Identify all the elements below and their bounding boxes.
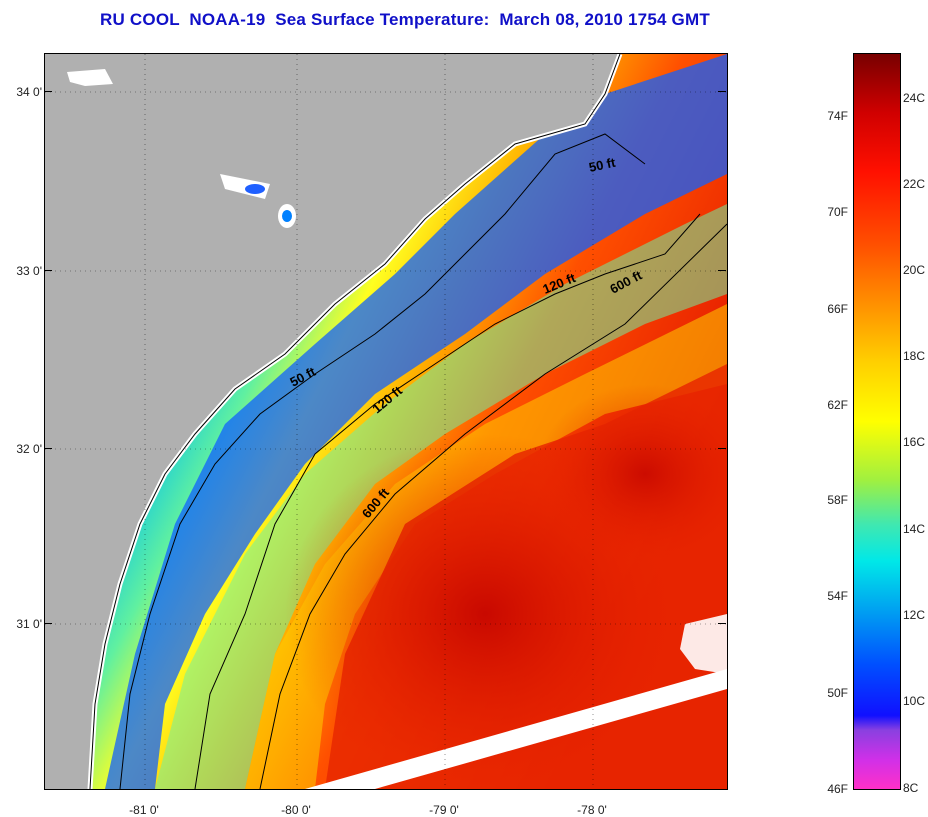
lake-moultrie-water <box>282 210 292 222</box>
lat-label-34: 34 0' <box>16 85 42 99</box>
colorbar-c-18: 18C <box>903 349 926 363</box>
land-mass <box>45 54 620 789</box>
colorbar-f-62: 62F <box>827 398 848 412</box>
colorbar-f-58: 58F <box>827 493 848 507</box>
sst-map: 50 ft 50 ft 120 ft 120 ft 600 ft 600 ft <box>44 53 728 790</box>
lon-label-81: -81 0' <box>129 803 159 817</box>
cloud-patch-inland <box>67 69 113 86</box>
coastline-edge <box>89 54 621 789</box>
isobath-120ft <box>194 213 701 789</box>
shelf-water <box>155 204 727 789</box>
nearshore-cold-water <box>105 54 727 789</box>
isobath-50ft <box>119 133 646 789</box>
colorbar-f-50: 50F <box>827 686 848 700</box>
lon-label-80: -80 0' <box>281 803 311 817</box>
lake-marion-water <box>245 184 265 194</box>
colorbar-c-16: 16C <box>903 435 926 449</box>
colorbar-c-22: 22C <box>903 177 926 191</box>
sst-map-canvas: 50 ft 50 ft 120 ft 120 ft 600 ft 600 ft <box>45 54 727 789</box>
lon-label-78: -78 0' <box>577 803 607 817</box>
lat-label-33: 33 0' <box>16 264 42 278</box>
lat-label-31: 31 0' <box>16 617 42 631</box>
colorbar-c-8: 8C <box>903 781 919 795</box>
colorbar-f-74: 74F <box>827 109 848 123</box>
colorbar-c-10: 10C <box>903 694 926 708</box>
isobath-600ft <box>259 223 727 789</box>
colorbar-f-54: 54F <box>827 589 848 603</box>
colorbar-c-12: 12C <box>903 608 926 622</box>
graticule <box>45 54 727 789</box>
colorbar-c-14: 14C <box>903 522 926 536</box>
satellite-swath-gap <box>305 669 727 789</box>
colorbar-c-24: 24C <box>903 91 926 105</box>
temperature-colorbar <box>853 53 901 790</box>
contour-label-50ft-north: 50 ft <box>588 155 618 175</box>
cloud-patch-east <box>680 614 727 674</box>
colorbar-f-46: 46F <box>827 782 848 796</box>
colorbar-f-66: 66F <box>827 302 848 316</box>
lat-label-32: 32 0' <box>16 442 42 456</box>
colorbar-c-20: 20C <box>903 263 926 277</box>
lon-label-79: -79 0' <box>429 803 459 817</box>
colorbar-f-70: 70F <box>827 205 848 219</box>
gulf-stream-core-east <box>535 384 727 564</box>
map-title: RU COOL NOAA-19 Sea Surface Temperature:… <box>100 10 710 29</box>
